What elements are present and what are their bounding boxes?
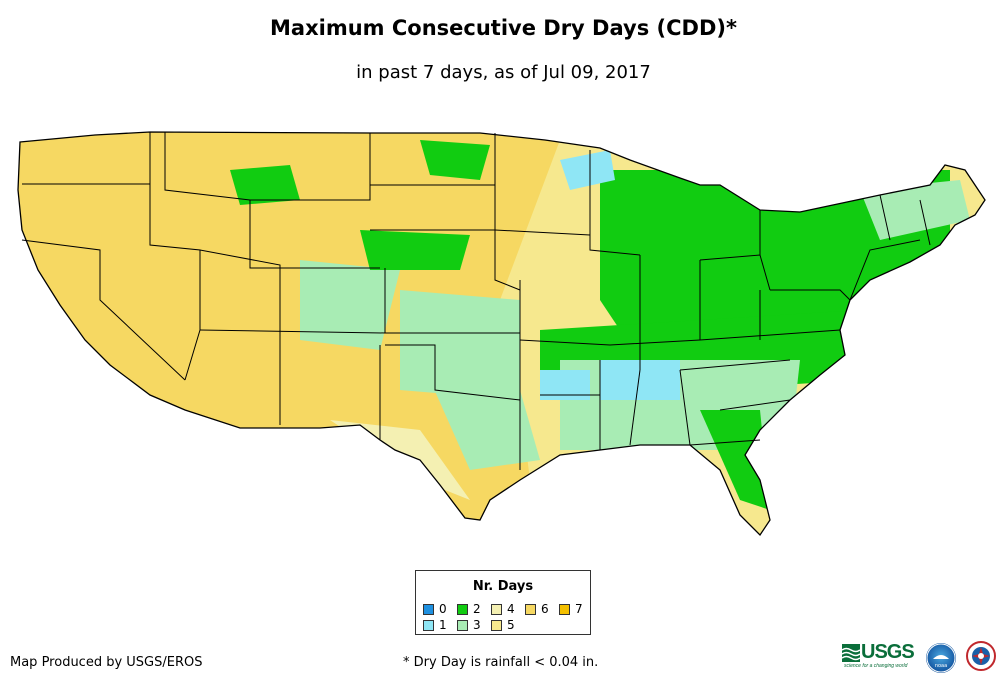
legend-swatch [423, 604, 434, 615]
legend-item-1: 1 [423, 618, 447, 632]
arkansas-blue-region [540, 370, 590, 400]
legend-label: 0 [439, 602, 447, 616]
map-title: Maximum Consecutive Dry Days (CDD)* [270, 16, 737, 40]
legend-label: 6 [541, 602, 549, 616]
east-texas-green-patch [430, 380, 540, 470]
legend-item-6: 6 [525, 602, 549, 616]
state-boundaries [17, 131, 986, 537]
noaa-logo: noaa [926, 643, 956, 673]
legend-label: 7 [575, 602, 583, 616]
legend-label: 4 [507, 602, 515, 616]
plains-green-region [400, 290, 520, 400]
usgs-logo: USGS science for a changing world [842, 641, 920, 671]
legend-swatch [457, 604, 468, 615]
map-credit: Map Produced by USGS/EROS [10, 655, 203, 670]
nws-logo [966, 641, 996, 671]
map-subtitle: in past 7 days, as of Jul 09, 2017 [356, 62, 651, 83]
legend-swatch [457, 620, 468, 631]
legend-label: 3 [473, 618, 481, 632]
legend-item-4: 4 [491, 602, 515, 616]
north-dakota-green-patch [420, 140, 490, 180]
montana-green-patch [230, 165, 300, 205]
florida-green-patch [700, 410, 770, 510]
new-england-green-patch [860, 180, 970, 240]
legend-label: 2 [473, 602, 481, 616]
usgs-wave-icon [842, 644, 860, 662]
legend-title: Nr. Days [472, 579, 534, 594]
noaa-gull-icon: noaa [926, 643, 956, 673]
legend-swatch [491, 604, 502, 615]
legend-item-0: 0 [423, 602, 447, 616]
legend-swatch [423, 620, 434, 631]
nebraska-green-patch [360, 230, 470, 270]
usgs-tagline: science for a changing world [844, 663, 908, 669]
tennessee-blue-region [600, 360, 680, 400]
legend-swatch [491, 620, 502, 631]
lake-superior-area [560, 150, 615, 190]
legend-item-5: 5 [491, 618, 515, 632]
legend-item-3: 3 [457, 618, 481, 632]
legend-swatch [525, 604, 536, 615]
dry-day-footnote: * Dry Day is rainfall < 0.04 in. [403, 655, 599, 670]
colorado-green-patch [300, 260, 400, 350]
nws-emblem-icon [972, 647, 990, 665]
precipitation-raster [18, 132, 985, 535]
legend-item-2: 2 [457, 602, 481, 616]
legend: Nr. Days 0 1 2 3 4 5 6 7 [415, 570, 591, 635]
usgs-logo-text: USGS [861, 641, 915, 663]
legend-item-7: 7 [559, 602, 583, 616]
svg-text:noaa: noaa [935, 663, 947, 669]
legend-swatch [559, 604, 570, 615]
legend-label: 5 [507, 618, 515, 632]
legend-label: 1 [439, 618, 447, 632]
